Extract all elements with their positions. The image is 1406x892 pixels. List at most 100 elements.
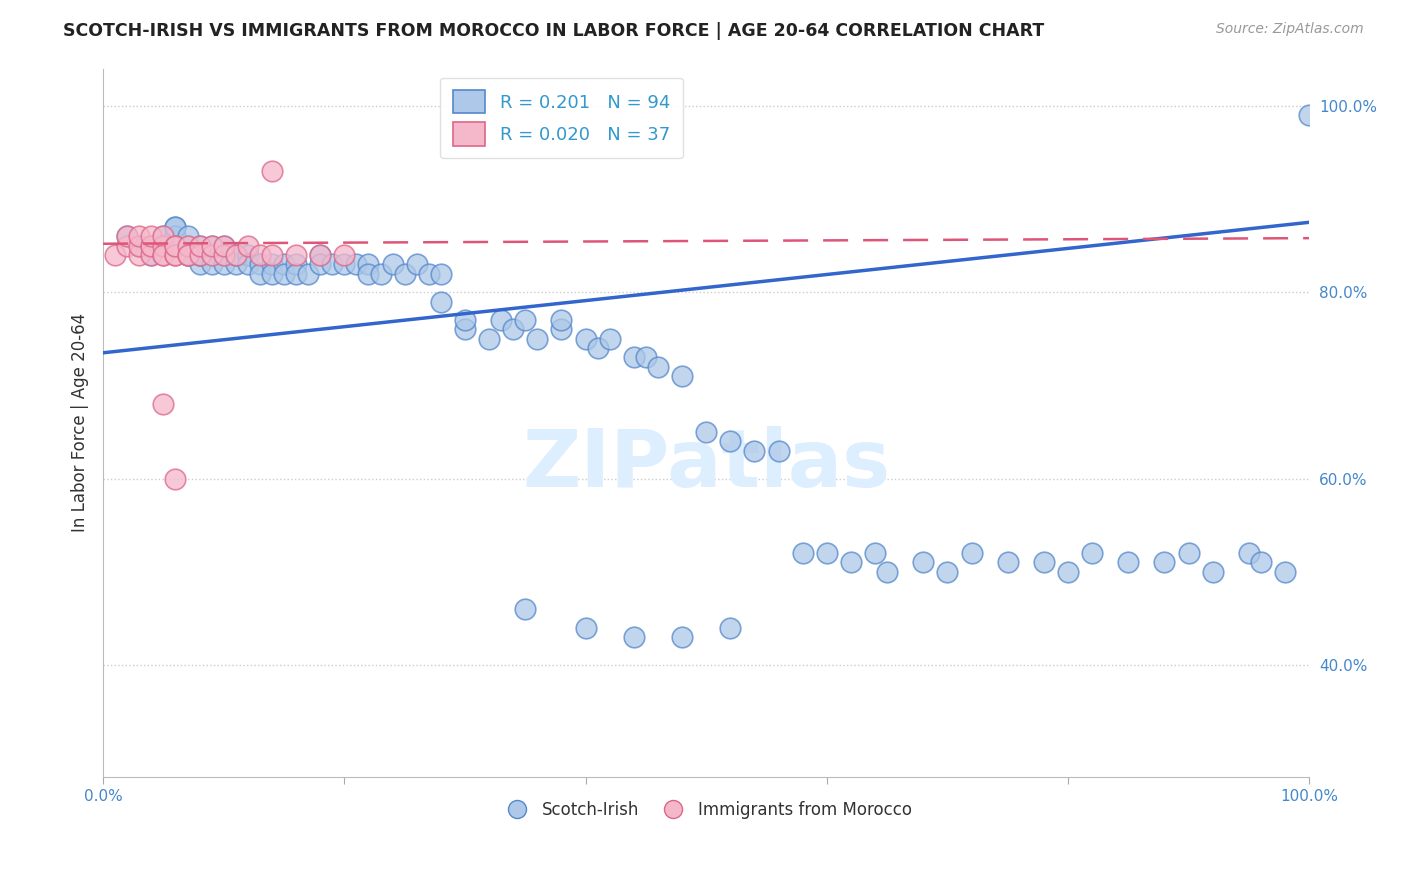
Point bbox=[260, 257, 283, 271]
Point bbox=[152, 229, 174, 244]
Point bbox=[152, 238, 174, 252]
Point bbox=[1116, 556, 1139, 570]
Point bbox=[176, 248, 198, 262]
Point bbox=[152, 248, 174, 262]
Point bbox=[718, 621, 741, 635]
Point bbox=[997, 556, 1019, 570]
Point bbox=[285, 248, 308, 262]
Point bbox=[309, 257, 332, 271]
Point bbox=[128, 238, 150, 252]
Point bbox=[768, 443, 790, 458]
Point bbox=[152, 248, 174, 262]
Point bbox=[128, 229, 150, 244]
Point bbox=[394, 267, 416, 281]
Point bbox=[152, 229, 174, 244]
Point bbox=[430, 267, 453, 281]
Point bbox=[550, 322, 572, 336]
Point bbox=[176, 238, 198, 252]
Point bbox=[430, 294, 453, 309]
Point bbox=[128, 238, 150, 252]
Point bbox=[128, 248, 150, 262]
Point bbox=[960, 546, 983, 560]
Point bbox=[117, 229, 139, 244]
Point bbox=[188, 248, 211, 262]
Point bbox=[515, 313, 537, 327]
Point bbox=[165, 248, 187, 262]
Point bbox=[165, 472, 187, 486]
Point bbox=[104, 248, 127, 262]
Point bbox=[876, 565, 898, 579]
Point bbox=[1274, 565, 1296, 579]
Point bbox=[321, 257, 343, 271]
Point bbox=[333, 248, 356, 262]
Point bbox=[1057, 565, 1080, 579]
Y-axis label: In Labor Force | Age 20-64: In Labor Force | Age 20-64 bbox=[72, 313, 89, 533]
Point bbox=[515, 602, 537, 616]
Point bbox=[1032, 556, 1054, 570]
Text: ZIPatlas: ZIPatlas bbox=[522, 426, 890, 504]
Point bbox=[260, 164, 283, 178]
Point bbox=[141, 238, 163, 252]
Point bbox=[489, 313, 512, 327]
Point bbox=[260, 248, 283, 262]
Point bbox=[236, 257, 259, 271]
Point bbox=[212, 248, 235, 262]
Point bbox=[623, 351, 645, 365]
Point bbox=[671, 630, 693, 644]
Point bbox=[201, 248, 224, 262]
Point bbox=[1250, 556, 1272, 570]
Point bbox=[273, 267, 295, 281]
Point bbox=[176, 238, 198, 252]
Point bbox=[236, 238, 259, 252]
Point bbox=[634, 351, 657, 365]
Point bbox=[502, 322, 524, 336]
Point bbox=[141, 248, 163, 262]
Point bbox=[152, 238, 174, 252]
Point bbox=[839, 556, 862, 570]
Point bbox=[212, 248, 235, 262]
Point bbox=[381, 257, 404, 271]
Point bbox=[188, 248, 211, 262]
Point bbox=[1153, 556, 1175, 570]
Point bbox=[225, 248, 247, 262]
Point bbox=[212, 238, 235, 252]
Point bbox=[718, 434, 741, 449]
Point bbox=[550, 313, 572, 327]
Point bbox=[236, 248, 259, 262]
Text: Source: ZipAtlas.com: Source: ZipAtlas.com bbox=[1216, 22, 1364, 37]
Point bbox=[1177, 546, 1199, 560]
Point bbox=[357, 267, 380, 281]
Point bbox=[225, 257, 247, 271]
Point bbox=[695, 425, 717, 439]
Point bbox=[260, 267, 283, 281]
Point bbox=[309, 248, 332, 262]
Point bbox=[117, 229, 139, 244]
Point bbox=[225, 248, 247, 262]
Point bbox=[152, 397, 174, 411]
Point bbox=[201, 248, 224, 262]
Point bbox=[418, 267, 440, 281]
Point bbox=[454, 313, 477, 327]
Point bbox=[249, 267, 271, 281]
Point bbox=[1202, 565, 1225, 579]
Point bbox=[188, 238, 211, 252]
Point bbox=[165, 238, 187, 252]
Point bbox=[574, 332, 596, 346]
Point bbox=[212, 238, 235, 252]
Point bbox=[141, 229, 163, 244]
Point bbox=[212, 257, 235, 271]
Point bbox=[117, 238, 139, 252]
Point bbox=[1237, 546, 1260, 560]
Point bbox=[623, 630, 645, 644]
Point bbox=[309, 248, 332, 262]
Point bbox=[815, 546, 838, 560]
Point bbox=[912, 556, 935, 570]
Point bbox=[201, 238, 224, 252]
Point bbox=[744, 443, 766, 458]
Point bbox=[201, 238, 224, 252]
Point bbox=[526, 332, 548, 346]
Point bbox=[165, 238, 187, 252]
Point bbox=[141, 238, 163, 252]
Point bbox=[671, 369, 693, 384]
Point bbox=[188, 238, 211, 252]
